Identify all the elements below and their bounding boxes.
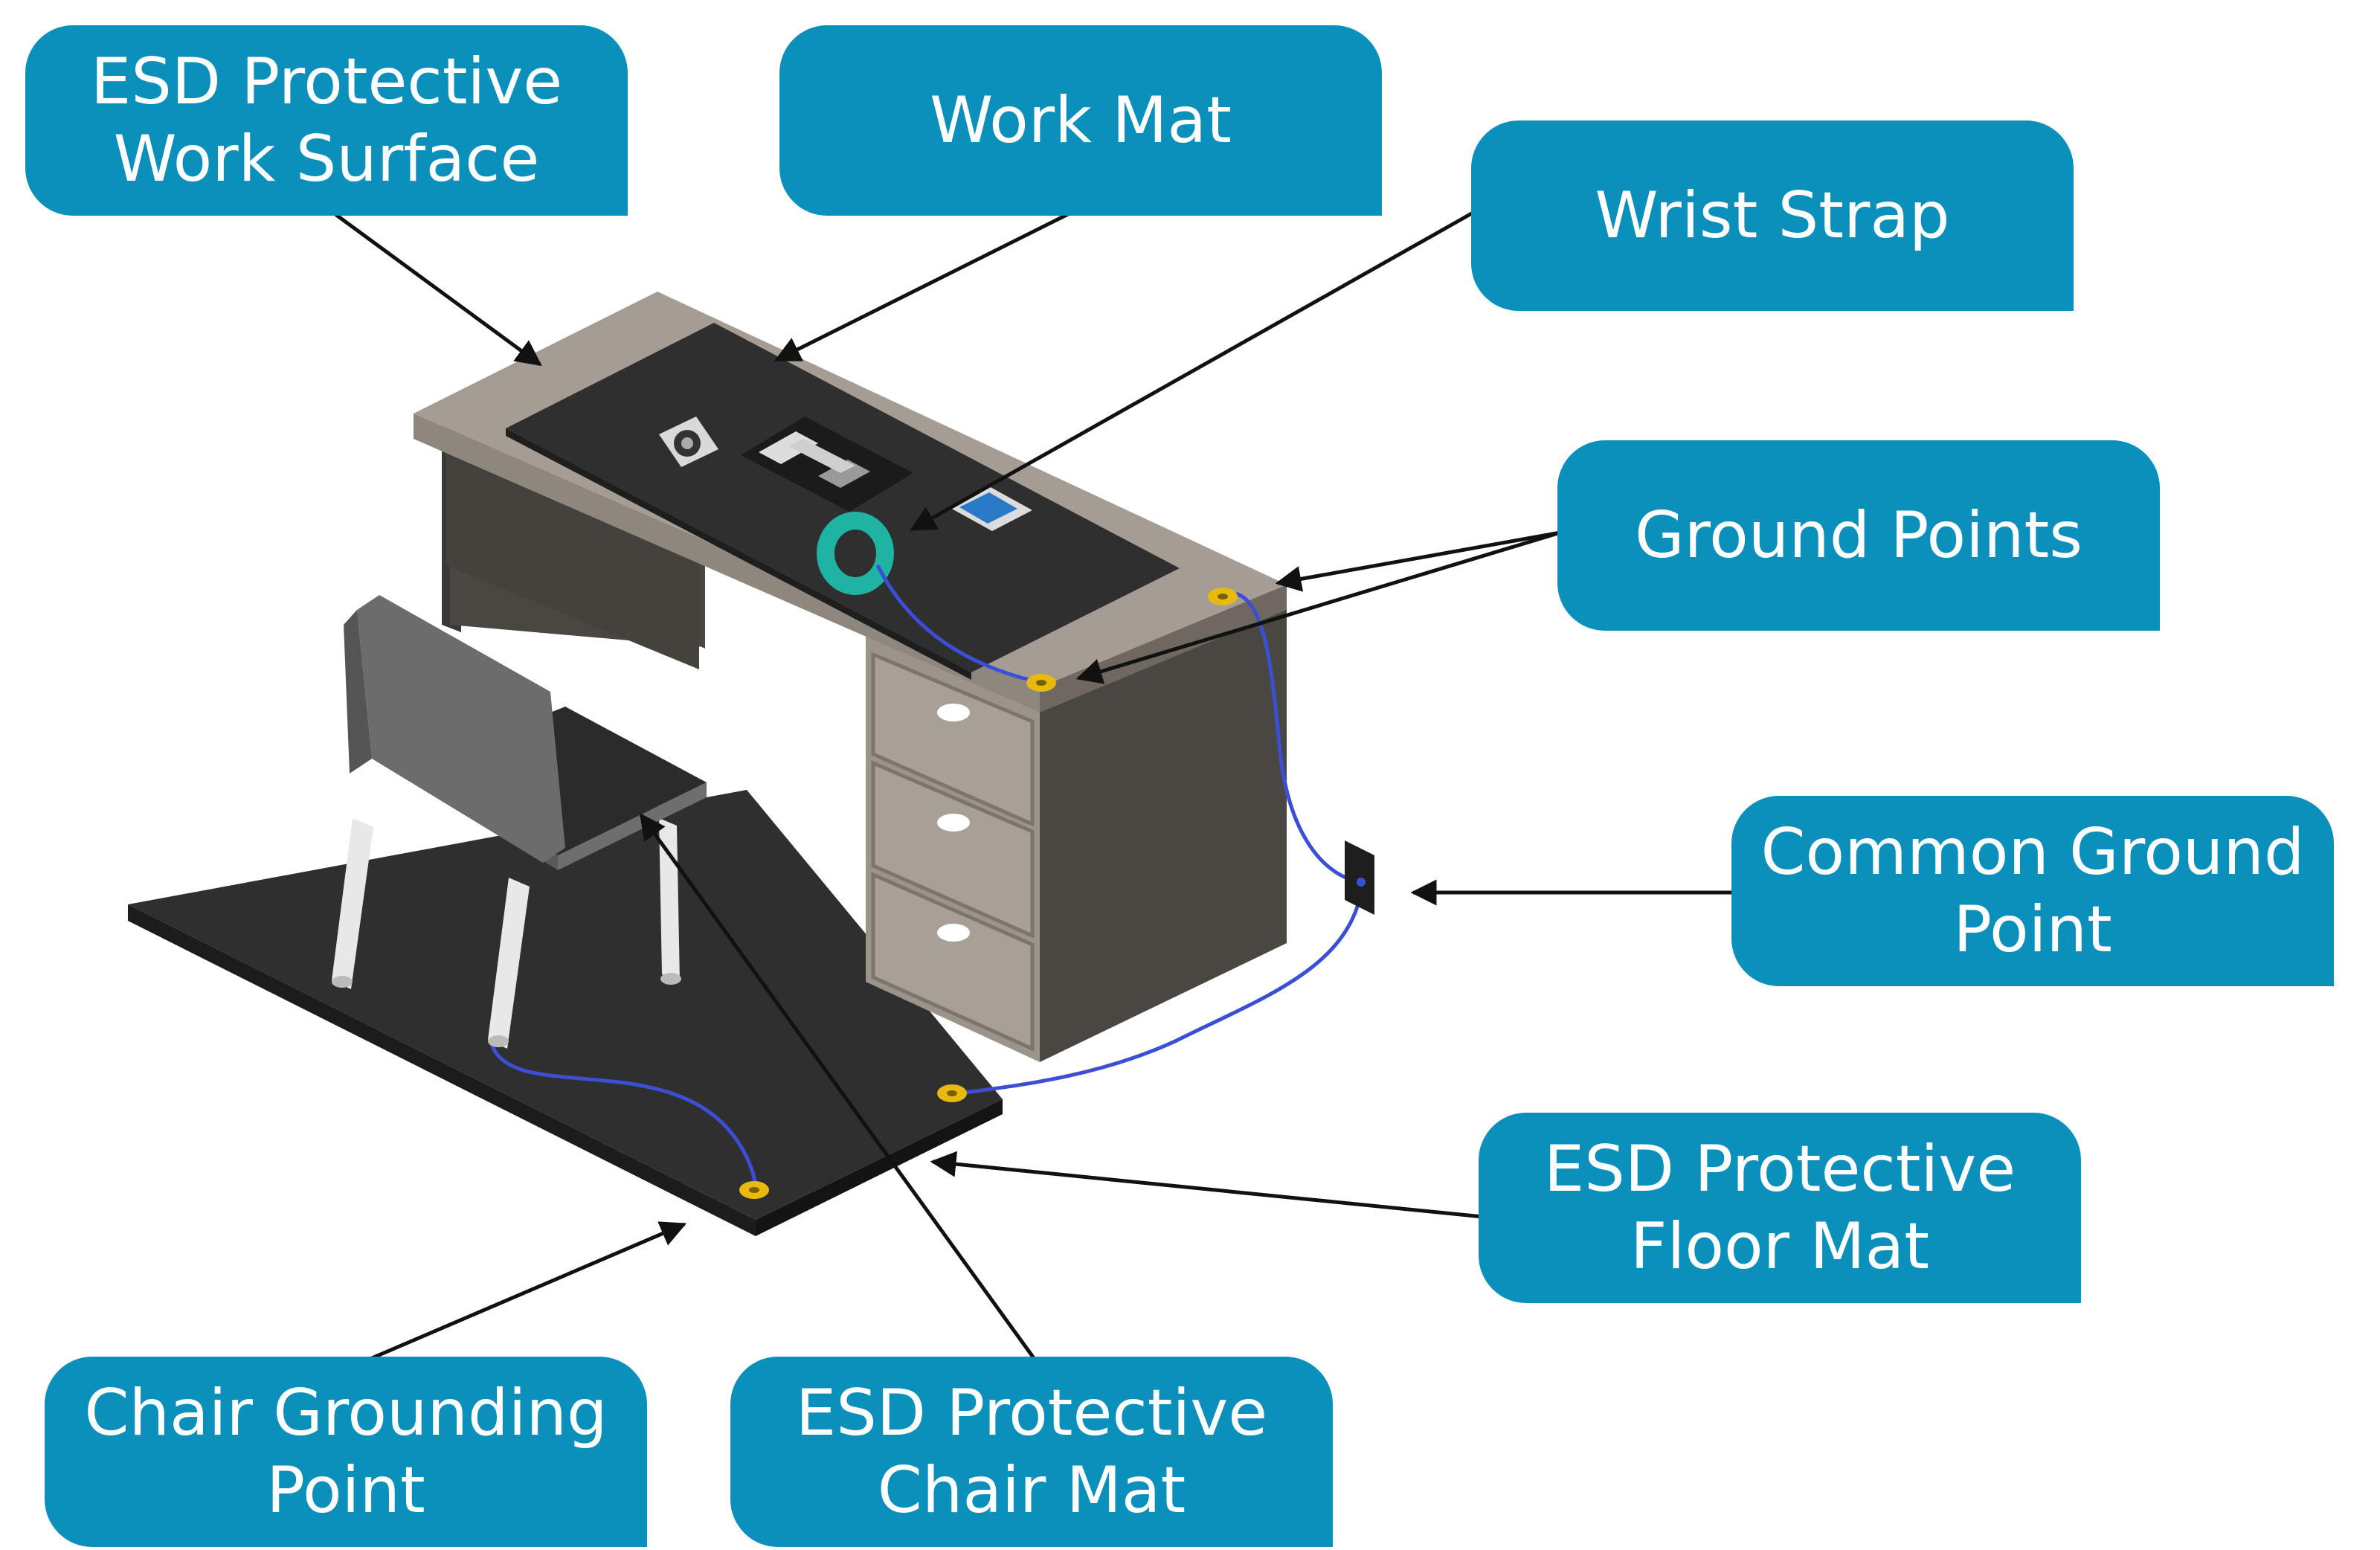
label-esd-work-surface: ESD Protective Work Surface [25, 25, 628, 216]
label-text-line: Point [1953, 893, 2112, 967]
label-text-line: Chair Mat [877, 1453, 1186, 1528]
label-esd-chair-mat: ESD Protective Chair Mat [730, 1357, 1333, 1547]
label-text-line: Point [266, 1453, 425, 1528]
label-work-mat: Work Mat [779, 25, 1382, 216]
label-text-line: Ground Points [1635, 498, 2082, 573]
ground-socket-icon [1345, 840, 1374, 915]
label-wrist-strap: Wrist Strap [1471, 120, 2074, 311]
wrist-strap-icon [817, 512, 894, 595]
label-text-line: Chair Grounding [84, 1376, 608, 1450]
ground-wires [489, 564, 1365, 1192]
ground-point-chair [739, 1181, 769, 1199]
label-text-line: Common Ground [1760, 815, 2305, 890]
fan-icon [659, 417, 718, 467]
motherboard-icon [741, 417, 913, 512]
label-text-line: Wrist Strap [1595, 179, 1950, 253]
label-esd-floor-mat: ESD Protective Floor Mat [1479, 1113, 2081, 1303]
label-ground-points: Ground Points [1557, 440, 2160, 631]
label-text-line: ESD Protective [90, 45, 563, 119]
label-common-ground-point: Common Ground Point [1731, 796, 2334, 986]
ground-point-floor-mat [937, 1084, 967, 1102]
label-text-line: Work Mat [930, 83, 1232, 158]
chair-icon [332, 595, 707, 1049]
callout-arrows [332, 209, 1737, 1360]
label-chair-grounding-point: Chair Grounding Point [45, 1357, 647, 1547]
label-text-line: Floor Mat [1630, 1209, 1929, 1284]
label-text-line: Work Surface [113, 122, 540, 196]
label-text-line: ESD Protective [1543, 1132, 2016, 1206]
ground-point-desk-front [1026, 674, 1056, 692]
label-text-line: ESD Protective [795, 1376, 1268, 1450]
ground-point-desk-back [1208, 588, 1238, 605]
